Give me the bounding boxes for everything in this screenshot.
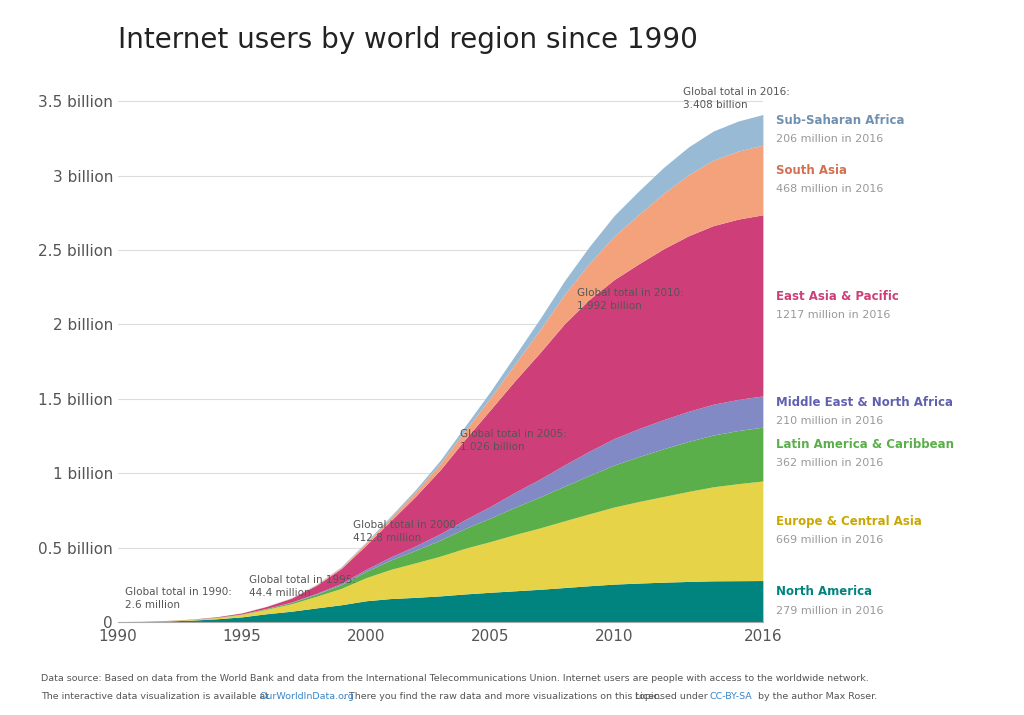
- Text: Sub-Saharan Africa: Sub-Saharan Africa: [776, 114, 904, 127]
- Text: Europe & Central Asia: Europe & Central Asia: [776, 515, 922, 528]
- Text: Global total in 2016:
3.408 billion: Global total in 2016: 3.408 billion: [683, 87, 791, 110]
- Text: Internet users by world region since 1990: Internet users by world region since 199…: [118, 26, 697, 54]
- Text: Global total in 2005:
1.026 billion: Global total in 2005: 1.026 billion: [460, 429, 567, 453]
- Text: Our World
in Data: Our World in Data: [903, 34, 975, 61]
- Text: 362 million in 2016: 362 million in 2016: [776, 458, 884, 468]
- Text: by the author Max Roser.: by the author Max Roser.: [755, 692, 877, 701]
- Text: Global total in 1990:
2.6 million: Global total in 1990: 2.6 million: [125, 587, 232, 610]
- Text: . There you find the raw data and more visualizations on this topic.: . There you find the raw data and more v…: [343, 692, 662, 701]
- Text: Middle East & North Africa: Middle East & North Africa: [776, 395, 953, 409]
- Text: Global total in 2010:
1.992 billion: Global total in 2010: 1.992 billion: [577, 288, 684, 311]
- Text: 669 million in 2016: 669 million in 2016: [776, 535, 884, 545]
- Text: Global total in 2000:
412.8 million: Global total in 2000: 412.8 million: [353, 520, 460, 543]
- Text: Latin America & Caribbean: Latin America & Caribbean: [776, 438, 954, 451]
- Text: Licensed under: Licensed under: [635, 692, 711, 701]
- Text: 468 million in 2016: 468 million in 2016: [776, 184, 884, 194]
- Text: North America: North America: [776, 586, 872, 598]
- Text: CC-BY-SA: CC-BY-SA: [710, 692, 753, 701]
- Text: East Asia & Pacific: East Asia & Pacific: [776, 290, 899, 302]
- Text: Data source: Based on data from the World Bank and data from the International T: Data source: Based on data from the Worl…: [41, 674, 868, 684]
- Text: OurWorldInData.org: OurWorldInData.org: [259, 692, 354, 701]
- Text: Global total in 1995:
44.4 million: Global total in 1995: 44.4 million: [249, 575, 356, 598]
- Text: 279 million in 2016: 279 million in 2016: [776, 606, 884, 616]
- Text: 210 million in 2016: 210 million in 2016: [776, 416, 884, 426]
- Text: 1217 million in 2016: 1217 million in 2016: [776, 310, 891, 320]
- Text: 206 million in 2016: 206 million in 2016: [776, 134, 884, 144]
- Text: South Asia: South Asia: [776, 164, 847, 177]
- Text: The interactive data visualization is available at: The interactive data visualization is av…: [41, 692, 272, 701]
